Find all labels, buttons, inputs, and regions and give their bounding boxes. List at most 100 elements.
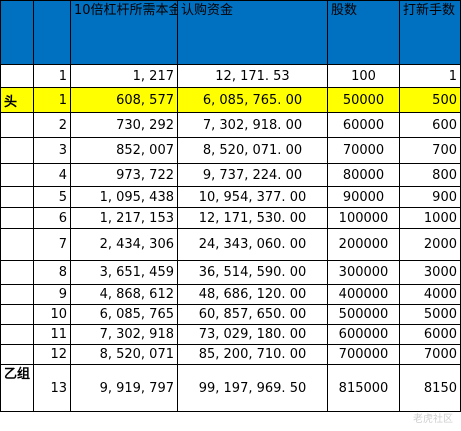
shares-cell[interactable]: 50000: [327, 87, 400, 113]
shares-cell[interactable]: 300000: [327, 260, 400, 285]
watermark: 老虎社区: [413, 414, 453, 425]
funds-cell[interactable]: 48, 686, 120. 00: [177, 284, 328, 305]
row-index-cell[interactable]: 2: [33, 112, 71, 138]
row-index-cell[interactable]: 6: [33, 207, 71, 229]
row-index-cell[interactable]: 11: [33, 324, 71, 345]
row-index-cell[interactable]: 7: [33, 228, 71, 261]
lots-cell[interactable]: 5000: [399, 304, 461, 325]
shares-cell[interactable]: 815000: [327, 364, 400, 412]
shares-cell[interactable]: 600000: [327, 324, 400, 345]
header-lots[interactable]: 打新手数: [399, 0, 461, 65]
lots-cell[interactable]: 1: [399, 64, 461, 88]
funds-cell[interactable]: 10, 954, 377. 00: [177, 186, 328, 208]
table-row: 头 1 608, 577 6, 085, 765. 00 50000 500: [0, 87, 461, 113]
lots-cell[interactable]: 700: [399, 137, 461, 164]
funds-cell[interactable]: 99, 197, 969. 50: [177, 364, 328, 412]
funds-cell[interactable]: 6, 085, 765. 00: [177, 87, 328, 113]
row-index-cell[interactable]: 4: [33, 163, 71, 187]
principal-cell[interactable]: 852, 007: [70, 137, 178, 164]
funds-cell[interactable]: 73, 029, 180. 00: [177, 324, 328, 345]
principal-cell[interactable]: 6, 085, 765: [70, 304, 178, 325]
lots-cell[interactable]: 800: [399, 163, 461, 187]
funds-cell[interactable]: 9, 737, 224. 00: [177, 163, 328, 187]
table-row: 11 7, 302, 918 73, 029, 180. 00 600000 6000: [0, 324, 461, 345]
lots-cell[interactable]: 8150: [399, 364, 461, 412]
row-label-cell[interactable]: [0, 228, 34, 261]
row-index-cell[interactable]: 12: [33, 344, 71, 365]
lots-cell[interactable]: 500: [399, 87, 461, 113]
row-label-cell[interactable]: [0, 284, 34, 305]
principal-cell[interactable]: 1, 217, 153: [70, 207, 178, 229]
principal-cell[interactable]: 8, 520, 071: [70, 344, 178, 365]
principal-cell[interactable]: 3, 651, 459: [70, 260, 178, 285]
header-index[interactable]: [33, 0, 71, 65]
principal-cell[interactable]: 973, 722: [70, 163, 178, 187]
row-label-cell[interactable]: [0, 112, 34, 138]
spreadsheet-table: 10倍杠杆所需本金 认购资金 股数 打新手数 1 1, 217 12, 171. 53 100…: [0, 0, 461, 412]
shares-cell[interactable]: 700000: [327, 344, 400, 365]
shares-cell[interactable]: 60000: [327, 112, 400, 138]
principal-cell[interactable]: 1, 095, 438: [70, 186, 178, 208]
funds-cell[interactable]: 60, 857, 650. 00: [177, 304, 328, 325]
funds-cell[interactable]: 12, 171. 53: [177, 64, 328, 88]
principal-cell[interactable]: 7, 302, 918: [70, 324, 178, 345]
table-body: 10倍杠杆所需本金 认购资金 股数 打新手数 1 1, 217 12, 171. 53 100…: [0, 0, 461, 412]
row-index-cell[interactable]: 9: [33, 284, 71, 305]
principal-cell[interactable]: 4, 868, 612: [70, 284, 178, 305]
header-corner[interactable]: [0, 0, 34, 65]
row-label-cell[interactable]: [0, 260, 34, 285]
lots-cell[interactable]: 900: [399, 186, 461, 208]
row-label-cell[interactable]: [0, 163, 34, 187]
row-label-cell[interactable]: [0, 207, 34, 229]
principal-cell[interactable]: 2, 434, 306: [70, 228, 178, 261]
row-index-cell[interactable]: 5: [33, 186, 71, 208]
row-index-cell[interactable]: 3: [33, 137, 71, 164]
lots-cell[interactable]: 4000: [399, 284, 461, 305]
shares-cell[interactable]: 70000: [327, 137, 400, 164]
lots-cell[interactable]: 1000: [399, 207, 461, 229]
principal-cell[interactable]: 1, 217: [70, 64, 178, 88]
shares-cell[interactable]: 200000: [327, 228, 400, 261]
table-row: 5 1, 095, 438 10, 954, 377. 00 90000 900: [0, 186, 461, 208]
table-row: 10 6, 085, 765 60, 857, 650. 00 500000 5000: [0, 304, 461, 325]
row-label-cell[interactable]: [0, 137, 34, 164]
row-label-cell[interactable]: [0, 64, 34, 88]
row-index-cell[interactable]: 1: [33, 87, 71, 113]
row-index-cell[interactable]: 13: [33, 364, 71, 412]
row-label-cell[interactable]: 乙组: [0, 364, 34, 412]
row-label-cell[interactable]: [0, 304, 34, 325]
header-shares[interactable]: 股数: [327, 0, 400, 65]
funds-cell[interactable]: 8, 520, 071. 00: [177, 137, 328, 164]
principal-cell[interactable]: 730, 292: [70, 112, 178, 138]
shares-cell[interactable]: 90000: [327, 186, 400, 208]
funds-cell[interactable]: 12, 171, 530. 00: [177, 207, 328, 229]
row-index-cell[interactable]: 10: [33, 304, 71, 325]
row-index-cell[interactable]: 1: [33, 64, 71, 88]
funds-cell[interactable]: 85, 200, 710. 00: [177, 344, 328, 365]
row-index-cell[interactable]: 8: [33, 260, 71, 285]
lots-cell[interactable]: 7000: [399, 344, 461, 365]
header-principal[interactable]: 10倍杠杆所需本金: [70, 0, 178, 65]
lots-cell[interactable]: 6000: [399, 324, 461, 345]
lots-cell[interactable]: 3000: [399, 260, 461, 285]
funds-cell[interactable]: 24, 343, 060. 00: [177, 228, 328, 261]
lots-cell[interactable]: 600: [399, 112, 461, 138]
header-funds[interactable]: 认购资金: [177, 0, 328, 65]
shares-cell[interactable]: 500000: [327, 304, 400, 325]
shares-cell[interactable]: 100000: [327, 207, 400, 229]
table-row: 3 852, 007 8, 520, 071. 00 70000 700: [0, 137, 461, 164]
shares-cell[interactable]: 80000: [327, 163, 400, 187]
row-label-cell[interactable]: [0, 344, 34, 365]
shares-cell[interactable]: 400000: [327, 284, 400, 305]
funds-cell[interactable]: 36, 514, 590. 00: [177, 260, 328, 285]
row-label-cell[interactable]: [0, 186, 34, 208]
table-row: 7 2, 434, 306 24, 343, 060. 00 200000 2000: [0, 228, 461, 261]
row-label-cell[interactable]: [0, 324, 34, 345]
lots-cell[interactable]: 2000: [399, 228, 461, 261]
table-row: 4 973, 722 9, 737, 224. 00 80000 800: [0, 163, 461, 187]
row-label-cell[interactable]: 头: [0, 87, 34, 113]
shares-cell[interactable]: 100: [327, 64, 400, 88]
principal-cell[interactable]: 608, 577: [70, 87, 178, 113]
funds-cell[interactable]: 7, 302, 918. 00: [177, 112, 328, 138]
principal-cell[interactable]: 9, 919, 797: [70, 364, 178, 412]
